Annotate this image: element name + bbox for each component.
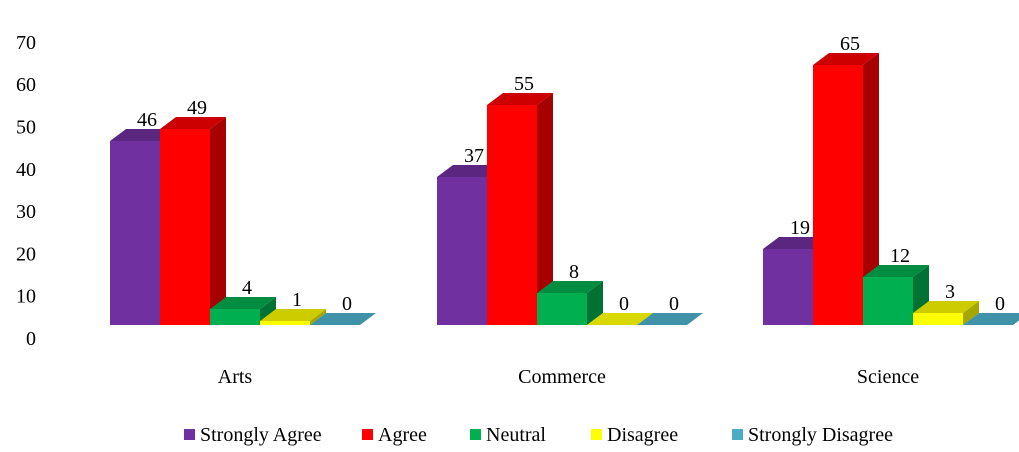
bar-front-face <box>863 277 913 325</box>
bar-front-face <box>160 129 210 325</box>
legend-item: Agree <box>362 424 427 446</box>
bar-front-face <box>913 313 963 325</box>
data-label: 55 <box>514 73 534 95</box>
data-label: 0 <box>619 293 629 315</box>
y-tick-label: 30 <box>16 201 36 223</box>
bar-top-face <box>260 309 326 321</box>
bar-arts-disagree <box>260 309 326 325</box>
bar-front-face <box>537 293 587 325</box>
y-tick-label: 40 <box>16 159 36 181</box>
legend-item: Disagree <box>591 424 678 446</box>
bar-top-face <box>210 297 276 309</box>
bar-front-face <box>437 177 487 325</box>
data-label: 12 <box>890 245 910 267</box>
y-tick-label: 50 <box>16 117 36 139</box>
data-label: 0 <box>342 293 352 315</box>
bar-front-face <box>763 249 813 325</box>
data-label: 1 <box>292 289 302 311</box>
y-tick-label: 60 <box>16 74 36 96</box>
bar-top-face <box>537 281 603 293</box>
data-label: 0 <box>995 293 1005 315</box>
bar-top-face <box>913 301 979 313</box>
legend: Strongly Agree Agree Neutral Disagree Strong… <box>184 424 893 446</box>
bar-front-face <box>813 65 863 325</box>
legend-item: Strongly Agree <box>184 424 322 446</box>
y-tick-label: 10 <box>16 286 36 308</box>
category-label: Arts <box>218 366 253 388</box>
data-label: 3 <box>945 281 955 303</box>
legend-swatch <box>362 429 373 440</box>
bar-top-face <box>813 53 879 65</box>
category-label: Science <box>857 366 919 388</box>
legend-item: Neutral <box>470 424 546 446</box>
legend-label: Neutral <box>486 424 546 446</box>
bar-arts-strongly-disagree <box>310 313 376 325</box>
y-axis: 0 10 20 30 40 50 60 70 <box>16 32 36 350</box>
bar-front-face <box>487 105 537 325</box>
data-labels-group: 46 49 4 1 0 37 55 8 0 0 19 65 12 3 0 <box>137 33 1005 315</box>
bar-top-face <box>587 313 653 325</box>
bar-top-face <box>110 129 176 141</box>
bar-side-face <box>537 93 553 325</box>
bar-top-face <box>763 237 829 249</box>
legend-swatch <box>470 429 481 440</box>
bar-top-face <box>637 313 703 325</box>
bar-arts-agree <box>160 117 226 325</box>
bar-commerce-strongly-disagree <box>637 313 703 325</box>
bar-front-face <box>260 321 310 325</box>
bar-commerce-agree <box>487 93 553 325</box>
bars-group <box>110 53 1019 325</box>
bar-science-disagree <box>913 301 979 325</box>
bar-side-face <box>587 281 603 325</box>
bar-top-face <box>963 313 1019 325</box>
bar-top-face <box>437 165 503 177</box>
bar-science-agree <box>813 53 879 325</box>
y-tick-label: 20 <box>16 243 36 265</box>
y-tick-label: 70 <box>16 32 36 54</box>
bar-side-face <box>963 301 979 325</box>
bar-top-face <box>487 93 553 105</box>
data-label: 37 <box>464 145 484 167</box>
data-label: 49 <box>187 97 207 119</box>
bar-side-face <box>863 53 879 325</box>
bar-top-face <box>310 313 376 325</box>
legend-swatch <box>184 429 195 440</box>
bar-front-face <box>110 141 160 325</box>
bar-top-face <box>863 265 929 277</box>
category-labels: Arts Commerce Science <box>218 366 919 388</box>
data-label: 0 <box>669 293 679 315</box>
bar-top-face <box>160 117 226 129</box>
bar-science-strongly-disagree <box>963 313 1019 325</box>
data-label: 4 <box>242 277 252 299</box>
y-tick-label: 0 <box>26 328 36 350</box>
bar-commerce-disagree <box>587 313 653 325</box>
bar-commerce-neutral <box>537 281 603 325</box>
legend-swatch <box>732 429 743 440</box>
data-label: 19 <box>790 217 810 239</box>
legend-label: Strongly Disagree <box>748 424 893 446</box>
data-label: 8 <box>569 261 579 283</box>
data-label: 46 <box>137 109 157 131</box>
legend-label: Agree <box>378 424 427 446</box>
category-label: Commerce <box>518 366 606 388</box>
legend-swatch <box>591 429 602 440</box>
bar-side-face <box>310 309 326 325</box>
legend-item: Strongly Disagree <box>732 424 893 446</box>
data-label: 65 <box>840 33 860 55</box>
bar-side-face <box>210 117 226 325</box>
legend-label: Disagree <box>607 424 678 446</box>
legend-label: Strongly Agree <box>200 424 322 446</box>
bar-front-face <box>210 309 260 325</box>
